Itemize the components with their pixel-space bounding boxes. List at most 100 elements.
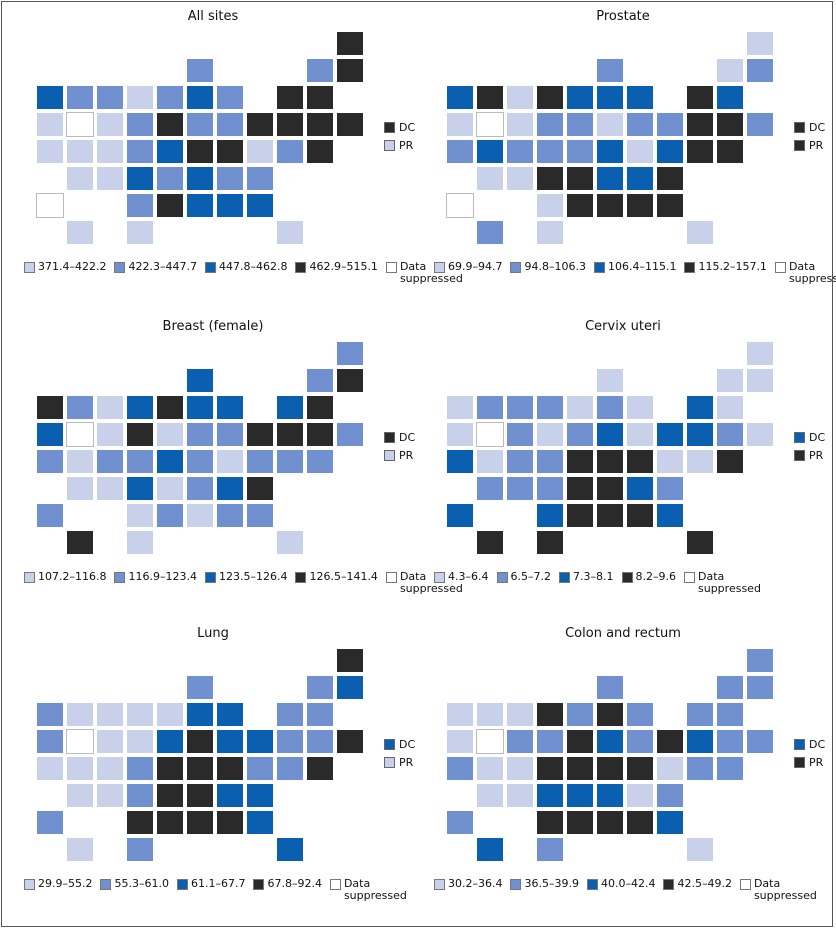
state-ne <box>126 756 154 781</box>
state-nj <box>276 422 304 447</box>
state-pa <box>656 112 684 137</box>
legend-label-line: Data <box>343 877 371 890</box>
state-tn <box>596 783 624 808</box>
legend-swatch <box>24 879 35 890</box>
state-sd <box>536 422 564 447</box>
pr-swatch <box>794 140 805 151</box>
map-title: All sites <box>187 9 239 24</box>
state-ky <box>596 756 624 781</box>
state-co <box>506 139 534 164</box>
pr-swatch <box>384 450 395 461</box>
pr-label: PR <box>399 449 414 462</box>
legend-swatch <box>434 262 445 273</box>
state-ar <box>566 476 594 501</box>
state-tn <box>596 166 624 191</box>
state-nm <box>96 476 124 501</box>
state-ny <box>276 85 304 110</box>
state-ma <box>716 85 744 110</box>
dc-label: DC <box>809 431 826 444</box>
legend-swatch <box>24 262 35 273</box>
legend-item: 107.2–116.8 <box>24 571 106 595</box>
state-ne <box>536 449 564 474</box>
state-wv <box>216 449 244 474</box>
state-az <box>476 783 504 808</box>
legend-label: 30.2–36.4 <box>448 877 503 890</box>
state-tx <box>536 220 564 245</box>
state-nc <box>626 166 654 191</box>
state-ks <box>126 166 154 191</box>
state-mt <box>506 395 534 420</box>
legend-label: 8.2–9.6 <box>635 570 677 583</box>
state-la <box>566 193 594 218</box>
state-va <box>656 449 684 474</box>
state-ar <box>156 476 184 501</box>
state-ny <box>686 702 714 727</box>
state-ut <box>66 139 94 164</box>
state-or <box>446 422 474 447</box>
legend-label: 42.5–49.2 <box>677 877 732 890</box>
pr-indicator: PR <box>384 756 413 769</box>
state-nd <box>536 395 564 420</box>
state-va <box>246 139 274 164</box>
state-az <box>66 166 94 191</box>
state-ca <box>36 756 64 781</box>
state-oh <box>216 422 244 447</box>
state-sd <box>126 422 154 447</box>
state-nh <box>746 58 774 83</box>
legend-item: 40.0–42.4 <box>586 878 655 902</box>
state-ma <box>306 702 334 727</box>
state-mo <box>156 139 184 164</box>
state-il <box>186 85 214 110</box>
state-id <box>476 395 504 420</box>
state-ak <box>446 193 474 218</box>
state-ks <box>536 476 564 501</box>
state-ne <box>536 139 564 164</box>
state-wy <box>96 422 124 447</box>
state-hi <box>476 530 504 555</box>
legend-item: 126.5–141.4 <box>295 571 378 595</box>
state-la <box>156 193 184 218</box>
state-ak <box>446 503 474 528</box>
us-choropleth-map <box>36 341 376 561</box>
map-panel: Breast (female) DC PR 107.2–116.8 116.9–123.… <box>8 313 463 621</box>
legend-swatch <box>295 572 307 583</box>
state-ri <box>746 422 774 447</box>
state-az <box>476 476 504 501</box>
state-tx <box>126 837 154 862</box>
legend-swatch <box>559 572 570 583</box>
state-mn <box>566 395 594 420</box>
state-vt <box>716 368 744 393</box>
dc-swatch <box>794 432 805 443</box>
legend-swatch <box>385 572 397 583</box>
state-ms <box>186 503 214 528</box>
legend-item: 94.8–106.3 <box>510 261 586 285</box>
state-oh <box>626 729 654 754</box>
state-md <box>686 756 714 781</box>
state-ga <box>656 810 684 835</box>
state-nc <box>626 783 654 808</box>
state-il <box>596 395 624 420</box>
state-ky <box>186 756 214 781</box>
state-md <box>276 139 304 164</box>
state-ky <box>186 449 214 474</box>
state-ok <box>536 193 564 218</box>
state-in <box>596 112 624 137</box>
state-hi <box>476 220 504 245</box>
state-me <box>336 648 364 673</box>
state-ok <box>126 503 154 528</box>
state-ia <box>566 729 594 754</box>
legend-label: 106.4–115.1 <box>607 260 677 273</box>
state-nv <box>66 729 94 754</box>
pr-indicator: PR <box>794 139 823 152</box>
map-legend: 107.2–116.8 116.9–123.4 123.5–126.4 126.5–1… <box>24 571 463 595</box>
dc-indicator: DC <box>794 738 825 751</box>
state-ga <box>656 193 684 218</box>
us-choropleth-map <box>36 648 376 868</box>
state-wa <box>446 702 474 727</box>
dc-indicator: DC <box>794 121 825 134</box>
state-az <box>66 783 94 808</box>
